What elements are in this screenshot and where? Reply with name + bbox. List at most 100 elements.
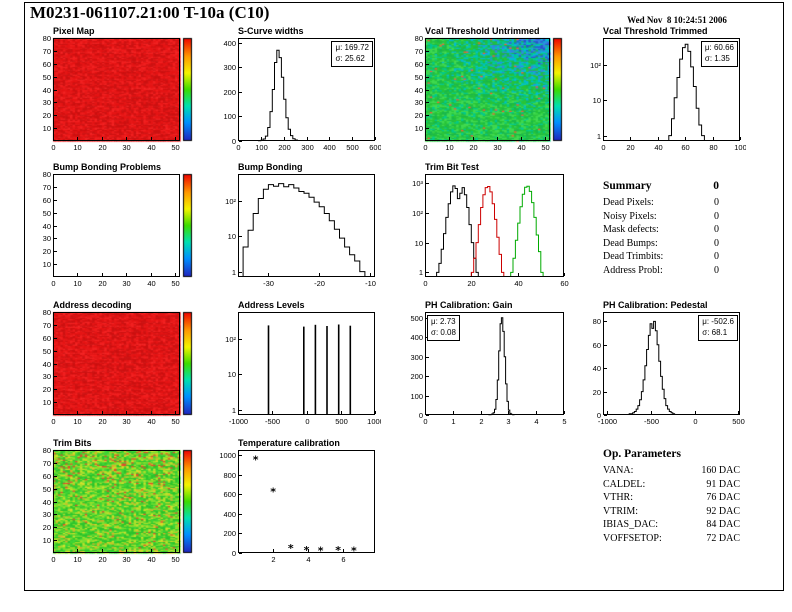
pixel-map-chart: 0 10 20 30 40 50 10 20 30 40 50 60 70 80 [28, 24, 200, 154]
svg-text:50: 50 [171, 279, 179, 288]
svg-text:80: 80 [415, 34, 423, 43]
svg-text:50: 50 [415, 73, 423, 82]
row-label: Address Probl: [603, 264, 663, 276]
svg-text:100: 100 [223, 112, 236, 121]
op-parameter-row: IBIAS_DAC: 84 DAC [603, 520, 740, 530]
svg-text:0: 0 [423, 417, 427, 426]
svg-text:40: 40 [43, 360, 51, 369]
svg-text:400: 400 [223, 39, 236, 48]
panel-address-decoding: Address decoding 0 10 20 30 40 50 10 20 30 40 50 60… [28, 298, 200, 428]
svg-text:30: 30 [43, 372, 51, 381]
chart-title-bump-problems: Bump Bonding Problems [53, 162, 161, 172]
svg-text:40: 40 [593, 364, 601, 373]
svg-text:0: 0 [236, 143, 240, 152]
svg-text:10: 10 [43, 536, 51, 545]
row-label: Dead Pixels: [603, 197, 654, 208]
ph-pedestal-chart: -1000 -500 0 500 0 20 40 60 80 [578, 298, 746, 428]
panel-bump-bonding-problems: Bump Bonding Problems 0 10 20 30 40 50 10 20 30 4… [28, 160, 200, 290]
address-levels-chart: -1000 -500 0 500 1000 1 10 10² [213, 298, 381, 428]
svg-text:40: 40 [43, 498, 51, 507]
svg-text:40: 40 [147, 143, 155, 152]
page-title: M0231-061107.21:00 T-10a (C10) [30, 3, 270, 22]
svg-text:60: 60 [43, 196, 51, 205]
pixel_map-plot: 0 10 20 30 40 50 10 20 30 40 50 60 70 80 [43, 34, 180, 152]
svg-text:0: 0 [597, 411, 601, 420]
vcal_trimmed-plot: 0 20 40 60 80 100 1 10 10² [590, 38, 746, 152]
row-label: Dead Bumps: [603, 237, 658, 249]
svg-text:*: * [318, 544, 324, 557]
chart-title-scurve-widths: S-Curve widths [238, 26, 304, 36]
svg-text:1000: 1000 [219, 451, 236, 460]
svg-text:50: 50 [43, 347, 51, 356]
svg-text:10: 10 [415, 239, 423, 248]
svg-text:0: 0 [51, 279, 55, 288]
chart-title-temperature: Temperature calibration [238, 438, 340, 448]
svg-text:80: 80 [43, 308, 51, 317]
summary-block: Summary 0 Dead Pixels: 0 Noisy Pixels: 0… [603, 180, 719, 279]
summary-row: Mask defects: 0 [603, 225, 719, 235]
svg-text:100: 100 [734, 143, 746, 152]
stat-sigma: σ: 25.62 [335, 53, 365, 63]
svg-text:1: 1 [232, 268, 236, 277]
svg-text:1: 1 [451, 417, 455, 426]
svg-text:60: 60 [43, 472, 51, 481]
row-value: 160 DAC [701, 465, 740, 476]
svg-text:500: 500 [410, 314, 423, 323]
op-parameters-block: Op. Parameters VANA: 160 DAC CALDEL: 91 … [603, 448, 740, 547]
svg-text:10: 10 [73, 555, 81, 564]
svg-text:60: 60 [593, 341, 601, 350]
vcal_untrimmed-plot: 0 10 20 30 40 50 10 20 30 40 50 60 70 80 [415, 34, 550, 152]
svg-text:10: 10 [73, 417, 81, 426]
panel-address-levels: Address Levels -1000 -500 0 500 1000 1 10 10² [213, 298, 381, 428]
stats-box-ph-pedestal: μ: -502.6 σ: 68.1 [698, 315, 738, 341]
row-label: VOFFSETOP: [603, 532, 662, 544]
svg-text:30: 30 [43, 234, 51, 243]
svg-text:0: 0 [51, 417, 55, 426]
svg-text:400: 400 [410, 333, 423, 342]
svg-text:400: 400 [323, 143, 336, 152]
page-border [24, 2, 784, 591]
svg-text:30: 30 [43, 510, 51, 519]
svg-text:40: 40 [43, 86, 51, 95]
op-parameter-row: VOFFSETOP: 72 DAC [603, 532, 740, 544]
address-decoding-chart: 0 10 20 30 40 50 10 20 30 40 50 60 70 80 [28, 298, 200, 428]
svg-text:70: 70 [43, 459, 51, 468]
ph_pedestal-plot: -1000 -500 0 500 0 20 40 60 80 [593, 312, 745, 426]
chart-title-address-decoding: Address decoding [53, 300, 132, 310]
svg-text:30: 30 [122, 143, 130, 152]
svg-text:-500: -500 [644, 417, 659, 426]
svg-text:20: 20 [626, 143, 634, 152]
vcal-trimmed-chart: 0 20 40 60 80 100 1 10 10² [578, 24, 746, 154]
svg-text:20: 20 [98, 417, 106, 426]
row-value: 0 [714, 197, 719, 208]
svg-text:500: 500 [335, 417, 348, 426]
svg-text:500: 500 [346, 143, 359, 152]
svg-text:500: 500 [732, 417, 745, 426]
stat-mean: μ: 2.73 [431, 317, 456, 326]
timestamp: Wed Nov 8 10:24:51 2006 [627, 15, 727, 25]
svg-text:60: 60 [415, 60, 423, 69]
bump_problems-plot: 0 10 20 30 40 50 10 20 30 40 50 60 70 80 [43, 170, 180, 288]
trim_bits-plot: 0 10 20 30 40 50 10 20 30 40 50 60 70 80 [43, 446, 180, 564]
svg-text:100: 100 [410, 392, 423, 401]
svg-text:3: 3 [506, 417, 510, 426]
svg-text:300: 300 [223, 63, 236, 72]
row-label: CALDEL: [603, 478, 646, 490]
svg-text:20: 20 [469, 143, 477, 152]
svg-text:2: 2 [479, 417, 483, 426]
summary-total: 0 [713, 180, 719, 192]
svg-text:20: 20 [415, 111, 423, 120]
op-parameter-row: VANA: 160 DAC [603, 466, 740, 476]
svg-text:80: 80 [43, 446, 51, 455]
panel-pixel-map: Pixel Map 0 10 20 30 40 50 10 20 30 40 50 60 70 80 [28, 24, 200, 154]
address_decoding-bitmap [28, 298, 200, 428]
svg-text:100: 100 [255, 143, 268, 152]
svg-text:200: 200 [410, 372, 423, 381]
stats-box-vcal-trimmed: μ: 60.66 σ: 1.35 [700, 41, 738, 67]
row-label: VTHR: [603, 492, 633, 503]
svg-text:600: 600 [223, 490, 236, 499]
op-parameters-heading: Op. Parameters [603, 448, 681, 460]
svg-text:20: 20 [593, 388, 601, 397]
svg-text:*: * [253, 453, 259, 466]
svg-text:10²: 10² [412, 209, 423, 218]
